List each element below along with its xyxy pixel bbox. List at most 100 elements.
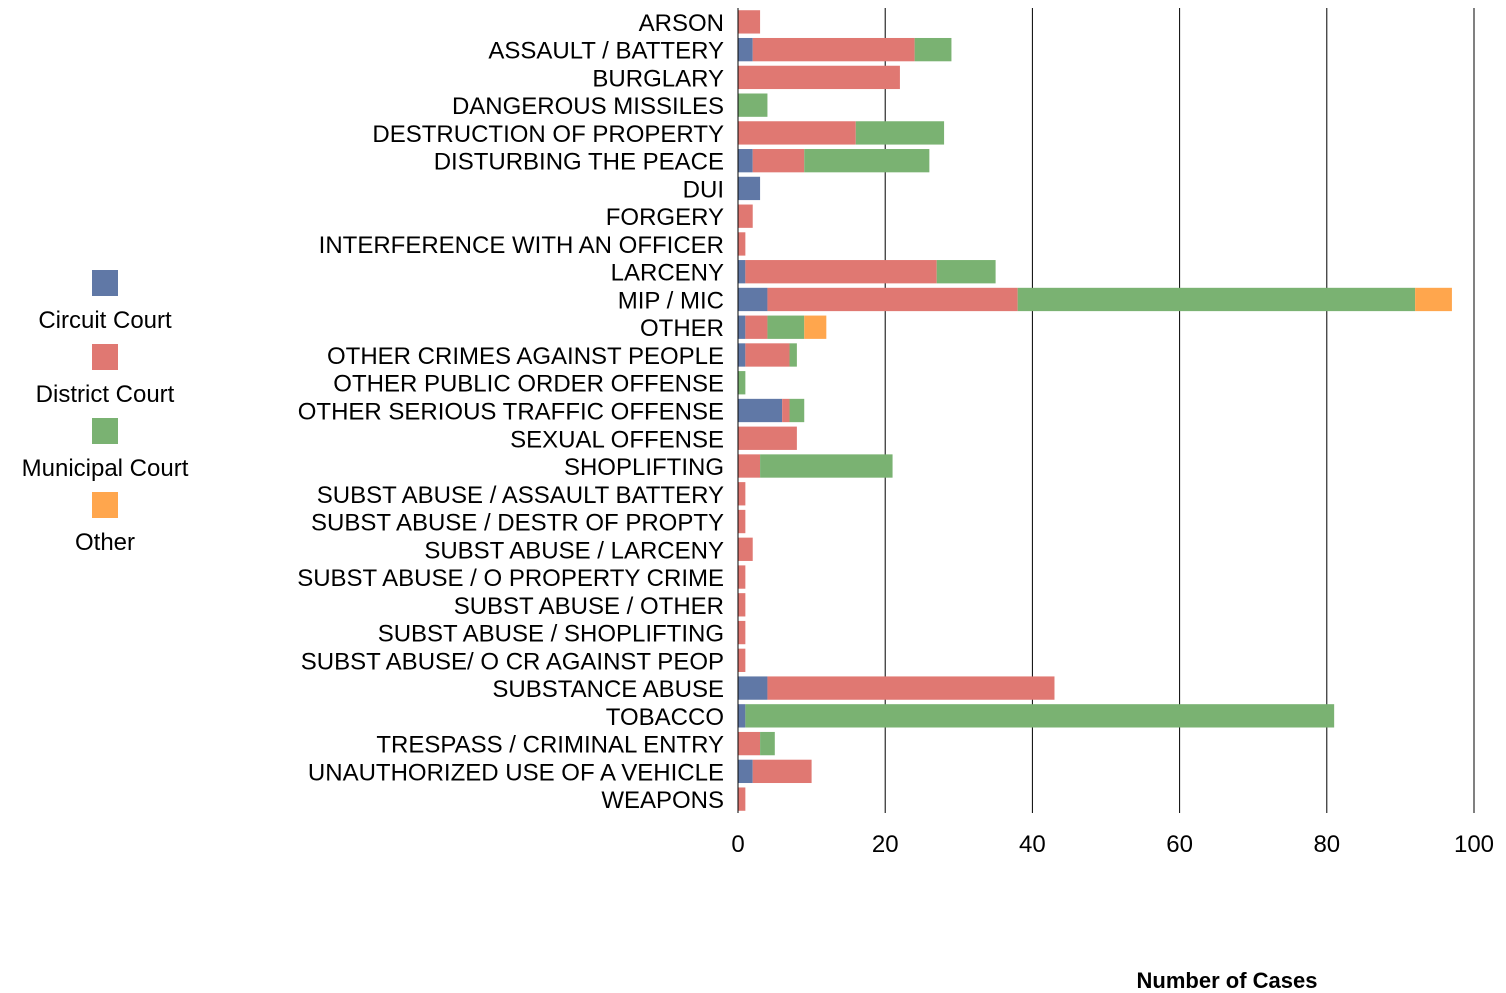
x-tick-label: 100	[1454, 831, 1494, 858]
category-label: OTHER CRIMES AGAINST PEOPLE	[327, 343, 724, 370]
bar-municipal-court-14	[789, 398, 805, 423]
bar-municipal-court-4	[855, 121, 945, 145]
bar-district-court-22	[738, 620, 746, 645]
bar-other-11	[804, 315, 827, 339]
bar-municipal-court-5	[804, 149, 930, 173]
category-label: SUBST ABUSE / O PROPERTY CRIME	[297, 565, 724, 592]
category-label: SUBST ABUSE / SHOPLIFTING	[378, 621, 724, 648]
bar-district-court-24	[767, 676, 1055, 700]
bar-district-court-23	[738, 648, 746, 672]
x-axis-title: Number of Cases	[1137, 968, 1318, 993]
legend-label: Other	[75, 529, 135, 556]
bar-district-court-7	[738, 204, 753, 228]
bar-district-court-20	[738, 565, 746, 589]
bar-municipal-court-13	[738, 371, 746, 395]
category-label: SUBST ABUSE / DESTR OF PROPTY	[311, 510, 724, 537]
category-label: UNAUTHORIZED USE OF A VEHICLE	[308, 759, 724, 786]
bar-circuit-court-10	[738, 287, 768, 312]
category-label: OTHER	[640, 315, 724, 342]
bar-circuit-court-27	[738, 759, 753, 784]
bar-municipal-court-26	[760, 731, 775, 756]
category-label: BURGLARY	[592, 65, 724, 92]
category-label: SUBST ABUSE/ O CR AGAINST PEOP	[301, 648, 724, 675]
legend-label: District Court	[36, 381, 175, 408]
x-tick-labels: 0 20 40 60 80 100	[731, 831, 1494, 858]
category-label: ARSON	[639, 10, 724, 37]
bar-municipal-court-9	[936, 260, 996, 284]
category-label: OTHER PUBLIC ORDER OFFENSE	[333, 371, 724, 398]
bar-district-court-4	[738, 121, 856, 145]
bar-district-court-10	[767, 287, 1018, 312]
bars	[738, 10, 1452, 811]
bar-municipal-court-16	[760, 454, 893, 478]
x-tick-label: 0	[731, 831, 744, 858]
category-label: ASSAULT / BATTERY	[488, 38, 724, 65]
legend-swatch-district-court	[92, 344, 118, 370]
bar-other-10	[1415, 287, 1452, 312]
category-label: OTHER SERIOUS TRAFFIC OFFENSE	[298, 399, 724, 426]
bar-district-court-26	[738, 731, 761, 756]
bar-district-court-17	[738, 482, 746, 506]
category-label: SUBSTANCE ABUSE	[492, 676, 724, 703]
category-label: DANGEROUS MISSILES	[452, 93, 724, 120]
category-label: SUBST ABUSE / ASSAULT BATTERY	[317, 482, 724, 509]
bar-district-court-5	[752, 149, 805, 173]
bar-district-court-15	[738, 426, 797, 450]
bar-district-court-18	[738, 509, 746, 534]
category-label: LARCENY	[611, 260, 724, 287]
category-label: MIP / MIC	[618, 287, 724, 314]
category-label: SUBST ABUSE / LARCENY	[424, 537, 724, 564]
x-tick-label: 60	[1166, 831, 1193, 858]
bar-municipal-court-12	[789, 343, 797, 367]
bar-district-court-0	[738, 10, 761, 34]
bar-municipal-court-1	[914, 37, 952, 62]
bar-circuit-court-6	[738, 176, 761, 201]
bar-district-court-2	[738, 65, 900, 90]
bar-municipal-court-25	[745, 704, 1335, 728]
category-label: INTERFERENCE WITH AN OFFICER	[319, 232, 724, 259]
category-label: FORGERY	[606, 204, 724, 231]
bar-district-court-12	[745, 343, 790, 367]
bar-circuit-court-11	[738, 315, 746, 339]
bar-circuit-court-1	[738, 37, 753, 62]
x-tick-label: 80	[1313, 831, 1340, 858]
bar-district-court-8	[738, 232, 746, 256]
category-label: WEAPONS	[601, 787, 724, 814]
legend-swatch-other	[92, 492, 118, 518]
category-label: SHOPLIFTING	[564, 454, 724, 481]
bar-district-court-14	[782, 398, 790, 423]
bar-district-court-16	[738, 454, 761, 478]
bar-circuit-court-24	[738, 676, 768, 700]
bar-district-court-11	[745, 315, 768, 339]
legend-swatch-municipal-court	[92, 418, 118, 444]
category-label: SEXUAL OFFENSE	[510, 426, 724, 453]
category-label: TOBACCO	[606, 704, 724, 731]
bar-district-court-27	[752, 759, 812, 784]
bar-municipal-court-10	[1017, 287, 1416, 312]
legend-label: Municipal Court	[22, 455, 189, 482]
bar-district-court-19	[738, 537, 753, 561]
bar-circuit-court-12	[738, 343, 746, 367]
category-label: DESTRUCTION OF PROPERTY	[372, 121, 724, 148]
legend-swatch-circuit-court	[92, 270, 118, 296]
bar-municipal-court-3	[738, 93, 768, 117]
category-label: TRESPASS / CRIMINAL ENTRY	[376, 732, 724, 759]
bar-circuit-court-14	[738, 398, 783, 423]
bar-district-court-28	[738, 787, 746, 811]
bar-district-court-21	[738, 593, 746, 617]
bar-circuit-court-5	[738, 149, 753, 173]
legend: Circuit Court District Court Municipal Cou…	[22, 270, 189, 556]
x-tick-label: 20	[872, 831, 899, 858]
bar-circuit-court-9	[738, 260, 746, 284]
category-label: SUBST ABUSE / OTHER	[454, 593, 724, 620]
legend-label: Circuit Court	[38, 307, 172, 334]
category-label: DUI	[683, 176, 724, 203]
x-tick-label: 40	[1019, 831, 1046, 858]
bar-district-court-9	[745, 260, 937, 284]
bar-municipal-court-11	[767, 315, 805, 339]
bar-circuit-court-25	[738, 704, 746, 728]
category-label: DISTURBING THE PEACE	[434, 149, 724, 176]
bar-district-court-1	[752, 37, 915, 62]
